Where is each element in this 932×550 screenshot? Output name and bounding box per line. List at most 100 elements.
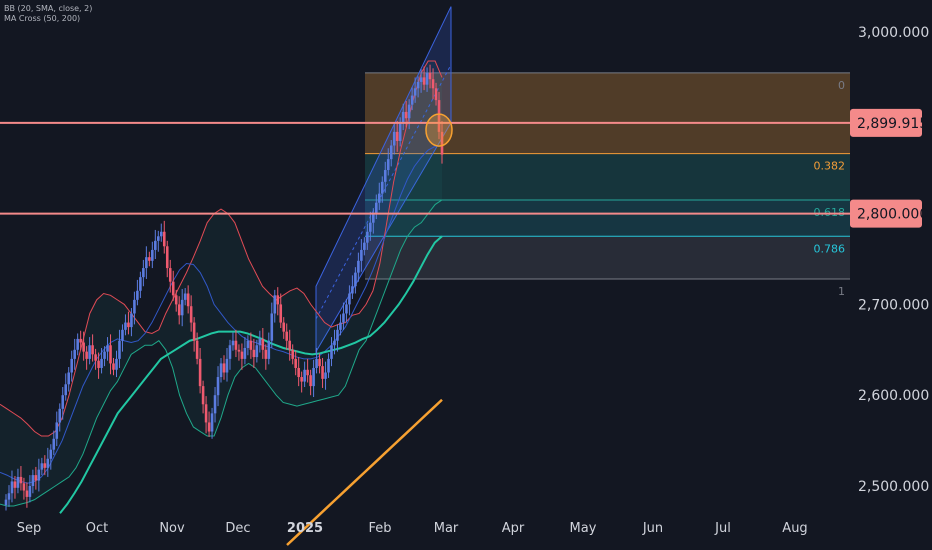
candle-body (34, 475, 38, 481)
fib-zone (365, 153, 850, 200)
candle-body (303, 369, 306, 382)
candle-body (73, 349, 76, 359)
candle-body (264, 349, 268, 359)
candle-body (55, 422, 59, 439)
candle-body (285, 331, 289, 341)
candle-body (43, 463, 47, 468)
candle-body (85, 351, 88, 359)
candle-body (342, 313, 345, 323)
candle-body (231, 340, 235, 346)
candle-body (327, 358, 330, 373)
candle-body (25, 490, 29, 497)
candle-body (440, 131, 444, 155)
x-tick-label: Sep (17, 521, 42, 536)
candle-body (407, 104, 411, 119)
candle-body (162, 231, 166, 247)
candle-body (70, 358, 73, 373)
candle-body (431, 79, 435, 89)
candles (4, 64, 444, 511)
candle-body (392, 131, 396, 146)
candle-body (168, 268, 172, 282)
candle-body (297, 367, 300, 378)
indicator-legend: BB (20, SMA, close, 2) MA Cross (50, 200… (4, 4, 92, 24)
candle-body (31, 475, 35, 486)
candle-body (413, 88, 417, 96)
candle-body (372, 213, 375, 223)
candle-body (428, 72, 432, 80)
candle-body (386, 159, 390, 171)
x-tick-label: Mar (434, 521, 459, 536)
y-tick-label: 2,700.000 (858, 297, 929, 313)
candle-body (189, 306, 193, 323)
candle-body (351, 286, 354, 294)
x-tick-label: Jul (714, 521, 731, 536)
candle-body (82, 342, 85, 352)
candle-body (88, 345, 91, 359)
candle-body (225, 358, 229, 373)
candle-body (118, 340, 121, 359)
fib-label: 1 (838, 285, 845, 298)
candle-body (7, 493, 11, 500)
candle-body (58, 408, 62, 423)
x-tick-label: Feb (368, 521, 391, 536)
candle-body (219, 363, 223, 378)
candle-body (318, 358, 321, 367)
candle-body (222, 363, 226, 373)
candle-body (22, 483, 26, 491)
x-tick-label: Aug (782, 521, 807, 536)
candle-body (46, 458, 50, 468)
bb-lower (0, 199, 443, 507)
candle-body (192, 322, 196, 341)
resistance-levels: 2,899.915 2,800.000 (0, 108, 928, 228)
candle-body (94, 354, 97, 361)
x-tick-label: Nov (159, 521, 185, 536)
candle-body (419, 77, 423, 82)
candle-body (40, 463, 44, 470)
candle-body (255, 345, 259, 358)
candle-body (273, 295, 277, 314)
candle-body (180, 299, 184, 316)
candle-body (312, 367, 315, 387)
candle-body (243, 347, 247, 359)
candle-body (395, 131, 399, 141)
candle-body (67, 372, 71, 385)
candle-body (261, 338, 265, 350)
candle-body (354, 272, 357, 287)
candle-body (19, 476, 23, 484)
candle-body (201, 386, 205, 405)
candle-body (345, 304, 348, 314)
bb-fill (0, 61, 442, 506)
candle-body (228, 345, 232, 359)
candle-body (157, 236, 160, 241)
candle-body (130, 313, 133, 328)
candle-body (249, 340, 253, 350)
candle-body (270, 313, 274, 341)
bollinger-bands (0, 60, 443, 507)
bb-legend-label: BB (20, SMA, close, 2) (4, 4, 93, 13)
candle-body (267, 340, 271, 359)
candle-body (339, 322, 342, 330)
fib-zone (365, 72, 850, 154)
candle-body (291, 349, 294, 359)
candle-body (357, 260, 360, 273)
candle-body (106, 345, 109, 352)
bb-upper (0, 60, 443, 437)
fib-zone (365, 236, 850, 279)
candle-body (124, 322, 127, 330)
candle-body (252, 349, 256, 358)
price-tag (850, 199, 922, 228)
candle-body (76, 338, 79, 350)
candle-body (416, 81, 420, 89)
candle-body (437, 100, 441, 132)
candle-body (148, 257, 151, 261)
candle-body (383, 170, 387, 182)
candle-body (61, 395, 65, 409)
candle-body (300, 377, 303, 382)
candle-body (210, 413, 214, 432)
candle-body (422, 77, 426, 85)
x-tick-label: 2025 (287, 521, 323, 536)
x-tick-label: May (570, 521, 597, 536)
fib-label: 0.382 (814, 160, 846, 173)
candle-body (404, 111, 408, 119)
